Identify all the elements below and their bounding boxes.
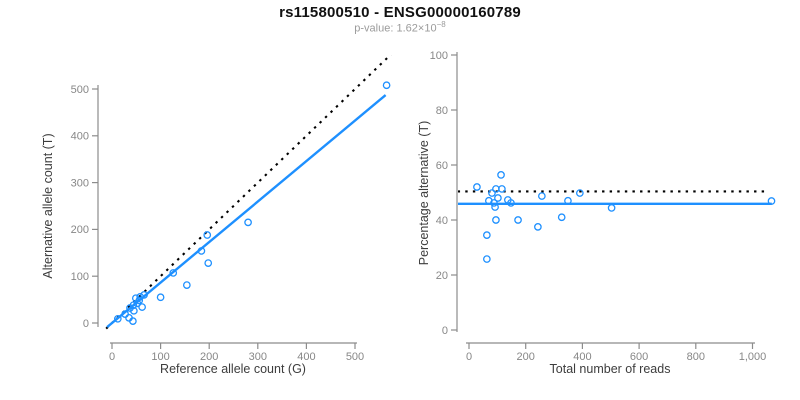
x-tick-label: 200 [200, 351, 218, 363]
data-point [483, 255, 491, 263]
data-point [113, 314, 122, 323]
data-point [557, 213, 566, 222]
data-point [156, 293, 165, 302]
x-axis-title: Total number of reads [550, 362, 671, 376]
x-tick-label: 0 [466, 351, 472, 363]
y-tick-label: 60 [436, 160, 448, 172]
x-tick-label: 400 [573, 351, 591, 363]
data-point [575, 189, 584, 197]
data-point [197, 247, 206, 255]
y-tick-label: 0 [442, 325, 448, 337]
data-point [491, 203, 499, 211]
x-tick-label: 800 [687, 351, 705, 363]
x-tick-label: 200 [517, 351, 535, 363]
y-tick-label: 200 [71, 224, 89, 236]
figure-title: rs115800510 - ENSG00000160789 [279, 4, 521, 21]
y-tick-label: 400 [71, 131, 89, 143]
data-point [767, 197, 776, 205]
y-tick-label: 300 [71, 177, 89, 189]
data-point [483, 231, 491, 239]
figure-subtitle: p-value: 1.62×10−8 [0, 20, 800, 35]
y-tick-label: 100 [430, 50, 448, 62]
data-point [564, 196, 572, 205]
data-point [497, 171, 505, 179]
data-point [130, 306, 138, 315]
x-tick-label: 300 [249, 351, 267, 363]
x-tick-label: 100 [151, 351, 169, 363]
data-point [514, 216, 522, 224]
data-point [204, 259, 213, 267]
data-point [382, 81, 391, 90]
y-axis-title: Alternative allele count (T) [41, 133, 55, 278]
y-tick-label: 500 [71, 84, 89, 96]
data-point [138, 303, 146, 311]
data-point [129, 317, 137, 325]
y-tick-label: 0 [83, 318, 89, 330]
data-point [244, 218, 252, 227]
data-point [494, 194, 502, 202]
data-point [473, 183, 481, 191]
y-tick-label: 40 [436, 215, 448, 227]
x-tick-label: 400 [297, 351, 315, 363]
data-point [498, 185, 506, 193]
y-tick-label: 20 [436, 270, 448, 282]
data-point [136, 292, 145, 301]
data-point [182, 281, 191, 289]
x-axis-title: Reference allele count (G) [160, 362, 306, 376]
data-point [203, 231, 212, 239]
data-point [507, 199, 515, 207]
x-tick-label: 500 [346, 351, 364, 363]
x-tick-label: 0 [109, 351, 115, 363]
pvalue-exponent: −8 [436, 20, 446, 29]
data-point [488, 189, 496, 197]
data-point [133, 299, 142, 308]
pvalue-mantissa: 1.62 [396, 22, 418, 35]
x-tick-label: 1,000 [739, 351, 767, 363]
data-point [169, 269, 178, 277]
data-point [490, 199, 498, 207]
x-tick-label: 600 [630, 351, 648, 363]
data-point [131, 294, 140, 303]
y-tick-label: 100 [71, 271, 89, 283]
y-axis-title: Percentage alternative (T) [417, 121, 431, 266]
y-tick-label: 80 [436, 105, 448, 117]
data-point [140, 291, 148, 299]
data-point [607, 204, 616, 212]
percentage-vs-depth-plot: 0 200 400 600 800 1,000 0 20 40 60 80 100 Total numb… [417, 50, 776, 376]
pvalue-times-sign: × [417, 22, 425, 35]
data-point [534, 223, 542, 231]
expected-identity-line [105, 55, 392, 330]
data-point [492, 216, 500, 224]
pvalue-prefix: p-value: [354, 22, 397, 35]
data-point [538, 192, 546, 200]
allele-counts-plot: 0 100 200 300 400 500 0 100 200 300 400 500 Referenc… [41, 55, 392, 376]
pvalue-base: 10 [424, 22, 437, 35]
fitted-ratio-line [106, 94, 387, 328]
